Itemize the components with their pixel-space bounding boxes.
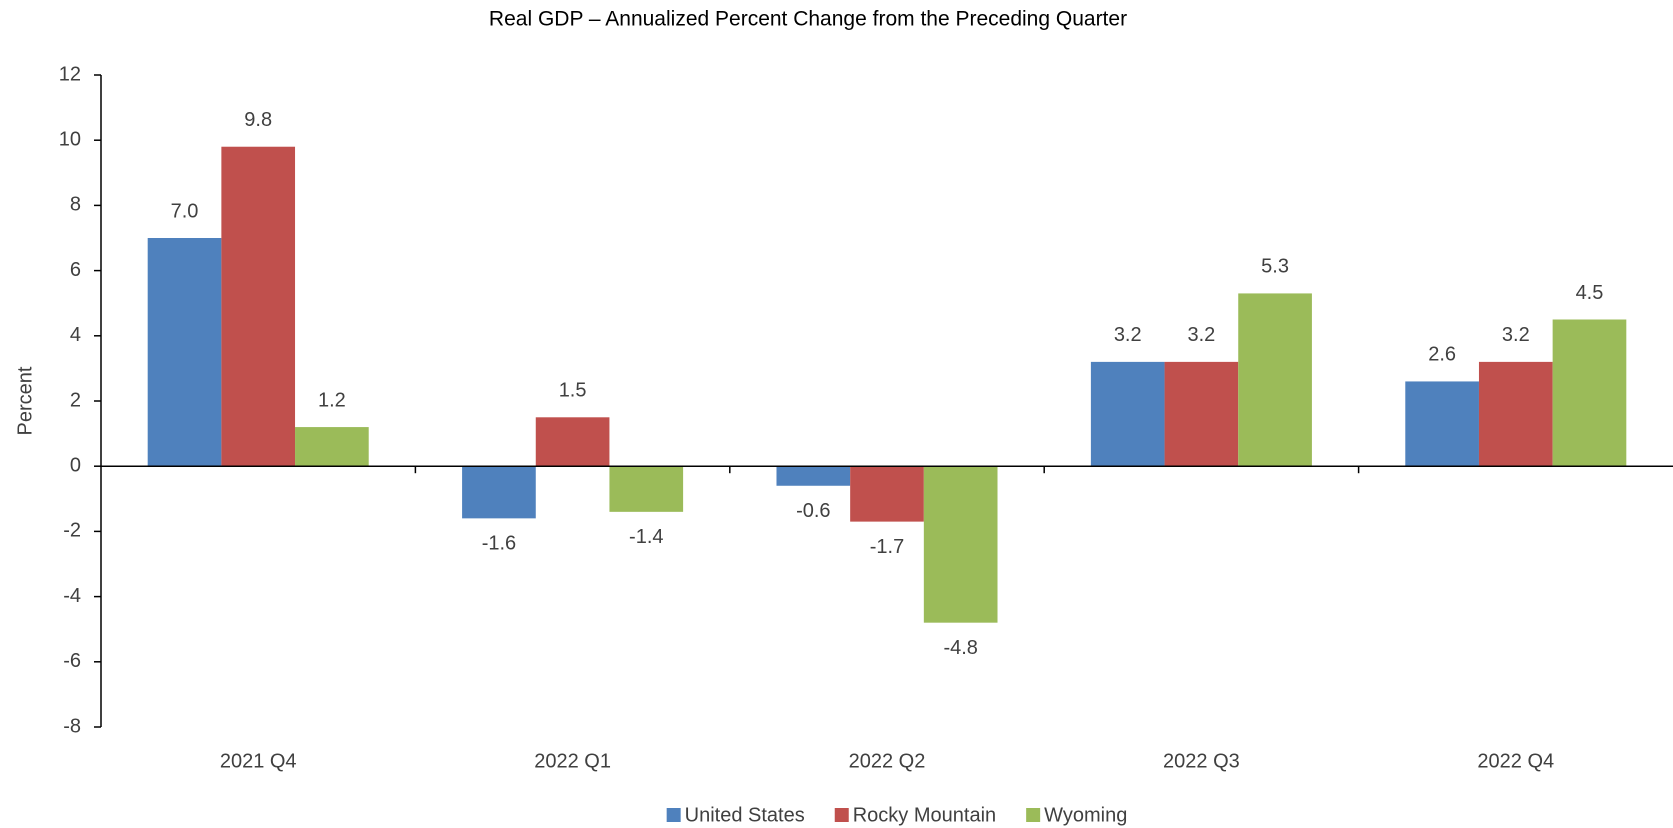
bar xyxy=(1238,293,1312,467)
data-label: 7.0 xyxy=(171,200,199,222)
bar xyxy=(776,466,851,486)
y-tick-label: -8 xyxy=(63,715,81,737)
data-label: -1.7 xyxy=(870,536,904,558)
y-tick-label: -6 xyxy=(63,650,81,672)
data-label: 3.2 xyxy=(1502,324,1530,346)
y-tick-label: -2 xyxy=(63,520,81,542)
bar xyxy=(295,427,369,467)
data-label: 1.2 xyxy=(318,389,346,411)
bar xyxy=(1090,361,1165,467)
bar xyxy=(535,417,610,467)
bar xyxy=(462,466,536,519)
bar xyxy=(609,466,684,512)
bar xyxy=(850,466,924,522)
bar xyxy=(923,466,998,623)
chart-title: Real GDP – Annualized Percent Change fro… xyxy=(489,8,1127,31)
data-label: 9.8 xyxy=(244,109,272,131)
x-tick-label: 2022 Q3 xyxy=(1163,750,1240,772)
data-label: -1.4 xyxy=(629,526,663,548)
legend-label: United States xyxy=(685,804,805,826)
data-label: 1.5 xyxy=(559,380,587,402)
y-tick-label: 2 xyxy=(70,389,81,411)
data-label: 3.2 xyxy=(1187,324,1215,346)
x-tick-label: 2022 Q1 xyxy=(534,750,611,772)
y-tick-label: 0 xyxy=(70,454,81,476)
data-label: 2.6 xyxy=(1428,344,1456,366)
bar xyxy=(147,238,222,467)
data-label: 4.5 xyxy=(1576,282,1604,304)
y-tick-label: 8 xyxy=(70,194,81,216)
x-tick-label: 2021 Q4 xyxy=(220,750,297,772)
y-tick-label: 4 xyxy=(70,324,81,346)
data-label: -4.8 xyxy=(943,637,977,659)
data-label: -0.6 xyxy=(796,500,830,522)
bar xyxy=(1164,361,1239,467)
legend-label: Wyoming xyxy=(1044,804,1127,826)
data-label: 5.3 xyxy=(1261,256,1289,278)
data-label: 3.2 xyxy=(1114,324,1142,346)
legend-swatch xyxy=(1026,808,1041,822)
data-label: -1.6 xyxy=(482,533,516,555)
x-tick-label: 2022 Q4 xyxy=(1477,750,1554,772)
legend-label: Rocky Mountain xyxy=(853,804,996,826)
x-tick-label: 2022 Q2 xyxy=(849,750,926,772)
bar xyxy=(1552,319,1627,467)
bar xyxy=(221,146,296,467)
legend-swatch xyxy=(834,808,849,822)
bar xyxy=(1405,381,1479,467)
legend-swatch xyxy=(666,808,681,822)
y-tick-label: 12 xyxy=(59,63,81,85)
y-tick-label: 6 xyxy=(70,259,81,281)
y-tick-label: -4 xyxy=(63,585,81,607)
y-axis-label: Percent xyxy=(14,366,36,435)
bar xyxy=(1478,361,1553,467)
y-tick-label: 10 xyxy=(59,128,81,150)
